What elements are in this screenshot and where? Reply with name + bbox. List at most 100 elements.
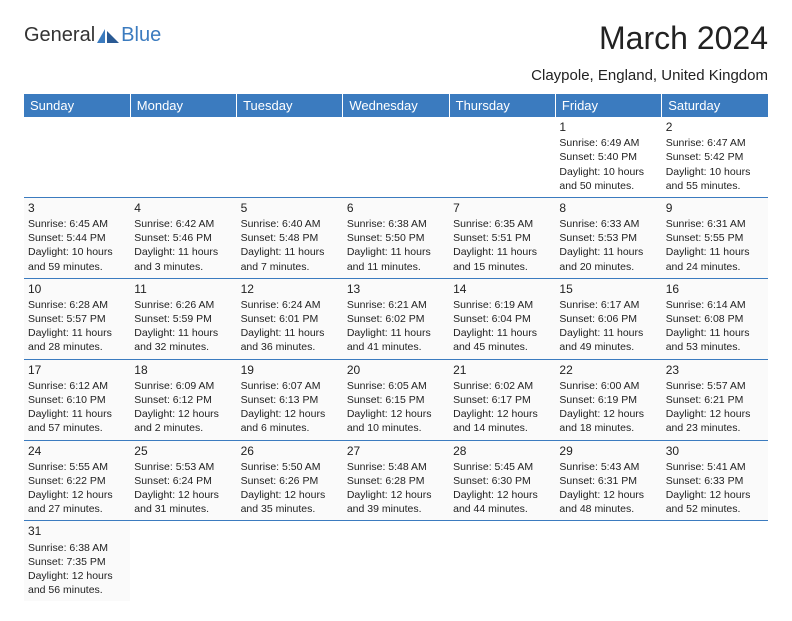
day-number: 16	[666, 281, 764, 297]
day-number: 24	[28, 443, 126, 459]
calendar-day-cell: 7Sunrise: 6:35 AMSunset: 5:51 PMDaylight…	[449, 197, 555, 278]
sunrise-line: Sunrise: 6:07 AM	[241, 379, 339, 393]
day-number: 11	[134, 281, 232, 297]
daylight-line: Daylight: 12 hours and 18 minutes.	[559, 407, 657, 435]
calendar-table: Sunday Monday Tuesday Wednesday Thursday…	[24, 94, 768, 601]
sunrise-line: Sunrise: 6:19 AM	[453, 298, 551, 312]
daylight-line: Daylight: 11 hours and 49 minutes.	[559, 326, 657, 354]
daylight-line: Daylight: 11 hours and 28 minutes.	[28, 326, 126, 354]
calendar-day-cell: 25Sunrise: 5:53 AMSunset: 6:24 PMDayligh…	[130, 440, 236, 521]
day-number: 14	[453, 281, 551, 297]
calendar-day-cell: 12Sunrise: 6:24 AMSunset: 6:01 PMDayligh…	[237, 278, 343, 359]
calendar-day-cell: 16Sunrise: 6:14 AMSunset: 6:08 PMDayligh…	[662, 278, 768, 359]
day-number: 29	[559, 443, 657, 459]
sunset-line: Sunset: 5:57 PM	[28, 312, 126, 326]
daylight-line: Daylight: 10 hours and 59 minutes.	[28, 245, 126, 273]
calendar-day-cell: 3Sunrise: 6:45 AMSunset: 5:44 PMDaylight…	[24, 197, 130, 278]
calendar-day-cell: 18Sunrise: 6:09 AMSunset: 6:12 PMDayligh…	[130, 359, 236, 440]
daylight-line: Daylight: 12 hours and 56 minutes.	[28, 569, 126, 597]
calendar-day-cell: 23Sunrise: 5:57 AMSunset: 6:21 PMDayligh…	[662, 359, 768, 440]
sunrise-line: Sunrise: 6:33 AM	[559, 217, 657, 231]
daylight-line: Daylight: 11 hours and 45 minutes.	[453, 326, 551, 354]
header: General Blue March 2024 Claypole, Englan…	[24, 20, 768, 90]
calendar-day-cell	[24, 117, 130, 197]
sunrise-line: Sunrise: 6:24 AM	[241, 298, 339, 312]
daylight-line: Daylight: 11 hours and 15 minutes.	[453, 245, 551, 273]
sunset-line: Sunset: 5:48 PM	[241, 231, 339, 245]
calendar-day-cell	[343, 521, 449, 601]
daylight-line: Daylight: 11 hours and 7 minutes.	[241, 245, 339, 273]
sunrise-line: Sunrise: 6:26 AM	[134, 298, 232, 312]
sunset-line: Sunset: 5:55 PM	[666, 231, 764, 245]
day-number: 26	[241, 443, 339, 459]
sunset-line: Sunset: 5:40 PM	[559, 150, 657, 164]
sunset-line: Sunset: 7:35 PM	[28, 555, 126, 569]
sunrise-line: Sunrise: 5:57 AM	[666, 379, 764, 393]
daylight-line: Daylight: 12 hours and 48 minutes.	[559, 488, 657, 516]
daylight-line: Daylight: 11 hours and 36 minutes.	[241, 326, 339, 354]
page-subtitle: Claypole, England, United Kingdom	[531, 67, 768, 84]
daylight-line: Daylight: 10 hours and 55 minutes.	[666, 165, 764, 193]
day-number: 27	[347, 443, 445, 459]
sunset-line: Sunset: 6:30 PM	[453, 474, 551, 488]
sunrise-line: Sunrise: 6:38 AM	[347, 217, 445, 231]
logo-text-blue: Blue	[121, 24, 161, 47]
sunrise-line: Sunrise: 6:40 AM	[241, 217, 339, 231]
daylight-line: Daylight: 12 hours and 23 minutes.	[666, 407, 764, 435]
daylight-line: Daylight: 12 hours and 39 minutes.	[347, 488, 445, 516]
calendar-day-cell: 13Sunrise: 6:21 AMSunset: 6:02 PMDayligh…	[343, 278, 449, 359]
calendar-body: 1Sunrise: 6:49 AMSunset: 5:40 PM Daylight…	[24, 117, 768, 601]
calendar-day-cell: 8Sunrise: 6:33 AMSunset: 5:53 PMDaylight…	[555, 197, 661, 278]
calendar-page: General Blue March 2024 Claypole, Englan…	[0, 0, 792, 621]
calendar-week-row: 10Sunrise: 6:28 AMSunset: 5:57 PMDayligh…	[24, 278, 768, 359]
weekday-header: Friday	[555, 94, 661, 117]
daylight-line: Daylight: 11 hours and 41 minutes.	[347, 326, 445, 354]
sunrise-line: Sunrise: 5:48 AM	[347, 460, 445, 474]
sunset-line: Sunset: 5:53 PM	[559, 231, 657, 245]
day-number: 5	[241, 200, 339, 216]
sunset-line: Sunset: 6:26 PM	[241, 474, 339, 488]
daylight-line: Daylight: 12 hours and 14 minutes.	[453, 407, 551, 435]
sunset-line: Sunset: 6:24 PM	[134, 474, 232, 488]
daylight-line: Daylight: 12 hours and 10 minutes.	[347, 407, 445, 435]
calendar-week-row: 3Sunrise: 6:45 AMSunset: 5:44 PMDaylight…	[24, 197, 768, 278]
day-number: 15	[559, 281, 657, 297]
daylight-line: Daylight: 11 hours and 3 minutes.	[134, 245, 232, 273]
sunset-line: Sunset: 6:19 PM	[559, 393, 657, 407]
day-number: 8	[559, 200, 657, 216]
page-title: March 2024	[531, 20, 768, 57]
daylight-line: Daylight: 12 hours and 44 minutes.	[453, 488, 551, 516]
sunrise-line: Sunrise: 6:47 AM	[666, 136, 764, 150]
sunset-line: Sunset: 5:51 PM	[453, 231, 551, 245]
sunrise-line: Sunrise: 6:49 AM	[559, 136, 657, 150]
sunrise-line: Sunrise: 6:31 AM	[666, 217, 764, 231]
sunset-line: Sunset: 6:28 PM	[347, 474, 445, 488]
logo-sail-icon	[97, 29, 119, 43]
sunrise-line: Sunrise: 6:02 AM	[453, 379, 551, 393]
sunset-line: Sunset: 6:08 PM	[666, 312, 764, 326]
sunset-line: Sunset: 6:12 PM	[134, 393, 232, 407]
sunset-line: Sunset: 6:21 PM	[666, 393, 764, 407]
daylight-line: Daylight: 11 hours and 53 minutes.	[666, 326, 764, 354]
day-number: 20	[347, 362, 445, 378]
daylight-line: Daylight: 11 hours and 57 minutes.	[28, 407, 126, 435]
day-number: 17	[28, 362, 126, 378]
sunrise-line: Sunrise: 6:09 AM	[134, 379, 232, 393]
calendar-day-cell	[449, 521, 555, 601]
sunrise-line: Sunrise: 5:53 AM	[134, 460, 232, 474]
day-number: 21	[453, 362, 551, 378]
calendar-day-cell: 31Sunrise: 6:38 AMSunset: 7:35 PMDayligh…	[24, 521, 130, 601]
calendar-day-cell: 2Sunrise: 6:47 AMSunset: 5:42 PMDaylight…	[662, 117, 768, 197]
sunrise-line: Sunrise: 6:35 AM	[453, 217, 551, 231]
daylight-line: Daylight: 12 hours and 2 minutes.	[134, 407, 232, 435]
daylight-line: Daylight: 12 hours and 6 minutes.	[241, 407, 339, 435]
calendar-day-cell: 20Sunrise: 6:05 AMSunset: 6:15 PMDayligh…	[343, 359, 449, 440]
calendar-day-cell	[237, 117, 343, 197]
daylight-line: Daylight: 11 hours and 11 minutes.	[347, 245, 445, 273]
day-number: 1	[559, 119, 657, 135]
day-number: 3	[28, 200, 126, 216]
daylight-line: Daylight: 12 hours and 31 minutes.	[134, 488, 232, 516]
day-number: 13	[347, 281, 445, 297]
calendar-day-cell: 11Sunrise: 6:26 AMSunset: 5:59 PMDayligh…	[130, 278, 236, 359]
calendar-day-cell: 17Sunrise: 6:12 AMSunset: 6:10 PMDayligh…	[24, 359, 130, 440]
